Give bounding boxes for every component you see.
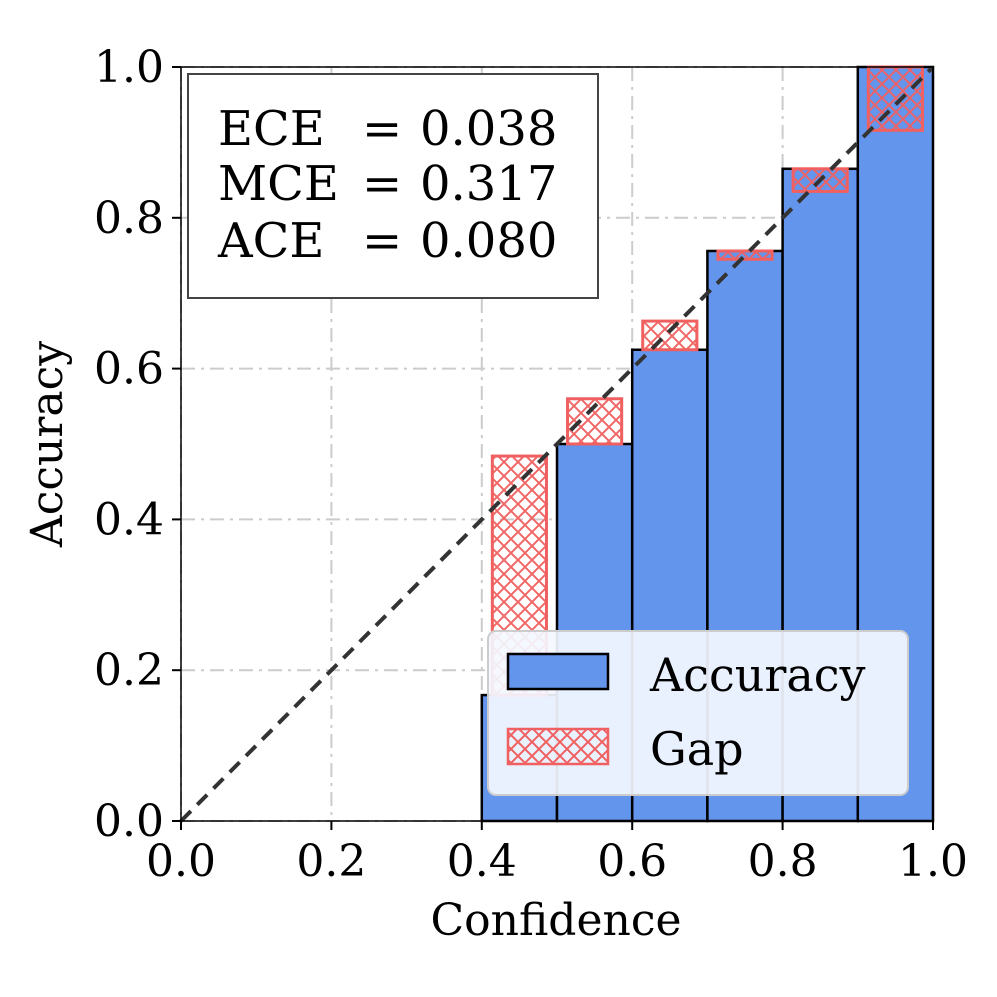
metric-ece: ECE = 0.038 xyxy=(218,101,557,157)
x-tick-label-5: 1.0 xyxy=(898,836,968,887)
legend-label-gap: Gap xyxy=(650,722,744,776)
legend: Accuracy Gap xyxy=(487,630,909,796)
legend-label-accuracy: Accuracy xyxy=(649,648,866,702)
x-tick-label-3: 0.6 xyxy=(597,836,667,887)
y-tick-label-4: 0.8 xyxy=(94,193,164,244)
y-tick-label-5: 1.0 xyxy=(94,42,164,93)
x-tick-label-0: 0.0 xyxy=(146,836,216,887)
x-axis-label: Confidence xyxy=(430,895,681,946)
metrics-box: ECE = 0.038 MCE = 0.317 ACE = 0.080 xyxy=(187,73,599,299)
gap-bar-2 xyxy=(641,319,699,352)
x-tick-label-1: 0.2 xyxy=(296,836,366,887)
y-tick-label-3: 0.6 xyxy=(94,344,164,395)
x-tick-label-4: 0.8 xyxy=(748,836,818,887)
gap-bar-5 xyxy=(866,65,924,132)
metric-mce: MCE = 0.317 xyxy=(218,156,557,212)
metric-ace: ACE = 0.080 xyxy=(217,213,557,269)
y-tick-label-0: 0.0 xyxy=(94,796,164,847)
plot-frame xyxy=(180,66,934,822)
y-axis-label: Accuracy xyxy=(22,341,73,548)
x-tick-label-2: 0.4 xyxy=(447,836,517,887)
legend-swatch-accuracy xyxy=(506,652,610,691)
legend-swatch-gap xyxy=(506,727,610,766)
y-tick-label-2: 0.4 xyxy=(94,494,164,545)
calibration-diagonal xyxy=(179,65,935,823)
gap-bar-3 xyxy=(716,249,774,261)
axis-ticks: 0.0 0.2 0.4 0.6 0.8 1.0 0.0 0.2 0.4 0.6 0.8 1.0 xyxy=(94,42,968,887)
y-tick-label-1: 0.2 xyxy=(94,645,164,696)
